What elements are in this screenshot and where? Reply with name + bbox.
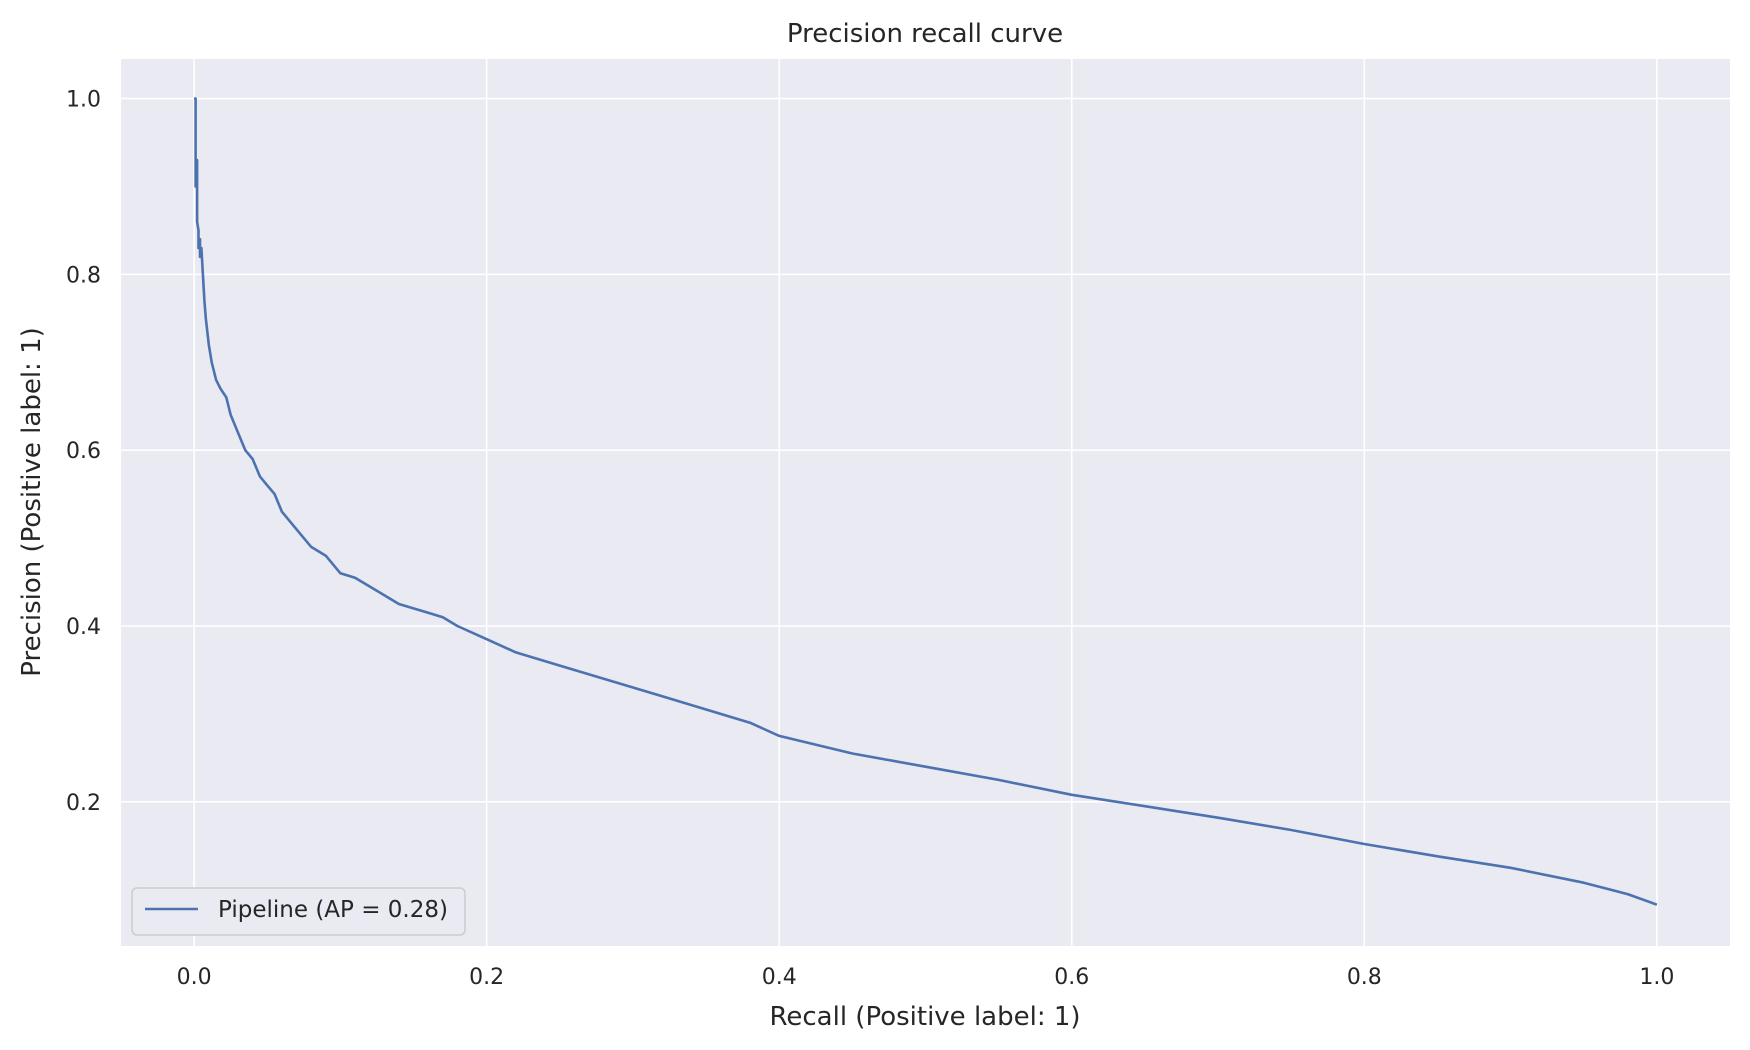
x-axis-label: Recall (Positive label: 1) (769, 1002, 1080, 1032)
x-tick-label: 0.2 (469, 965, 504, 990)
grid-lines (121, 59, 1730, 946)
x-tick-label: 0.4 (762, 965, 797, 990)
series-layer (194, 97, 1658, 906)
x-tick-label: 0.8 (1347, 965, 1382, 990)
y-tick-label: 1.0 (66, 88, 101, 113)
x-tick-label: 0.0 (177, 965, 212, 990)
legend-entry-label: Pipeline (AP = 0.28) (218, 897, 448, 923)
y-tick-label: 0.2 (66, 791, 101, 816)
x-tick-label: 0.6 (1054, 965, 1089, 990)
y-tick-label: 0.6 (66, 439, 101, 464)
y-tick-label: 0.8 (66, 263, 101, 288)
y-axis-label: Precision (Positive label: 1) (17, 327, 47, 677)
plot-area-background (121, 59, 1730, 946)
series-line-pipeline (194, 97, 1658, 906)
legend-box (131, 887, 466, 936)
x-tick-label: 1.0 (1639, 965, 1674, 990)
chart-title: Precision recall curve (787, 19, 1063, 49)
x-tick-labels: 0.0 0.2 0.4 0.6 0.8 1.0 (177, 965, 1675, 990)
legend: Pipeline (AP = 0.28) (131, 887, 466, 936)
y-tick-labels: 0.2 0.4 0.6 0.8 1.0 (66, 88, 101, 816)
y-tick-label: 0.4 (66, 615, 101, 640)
